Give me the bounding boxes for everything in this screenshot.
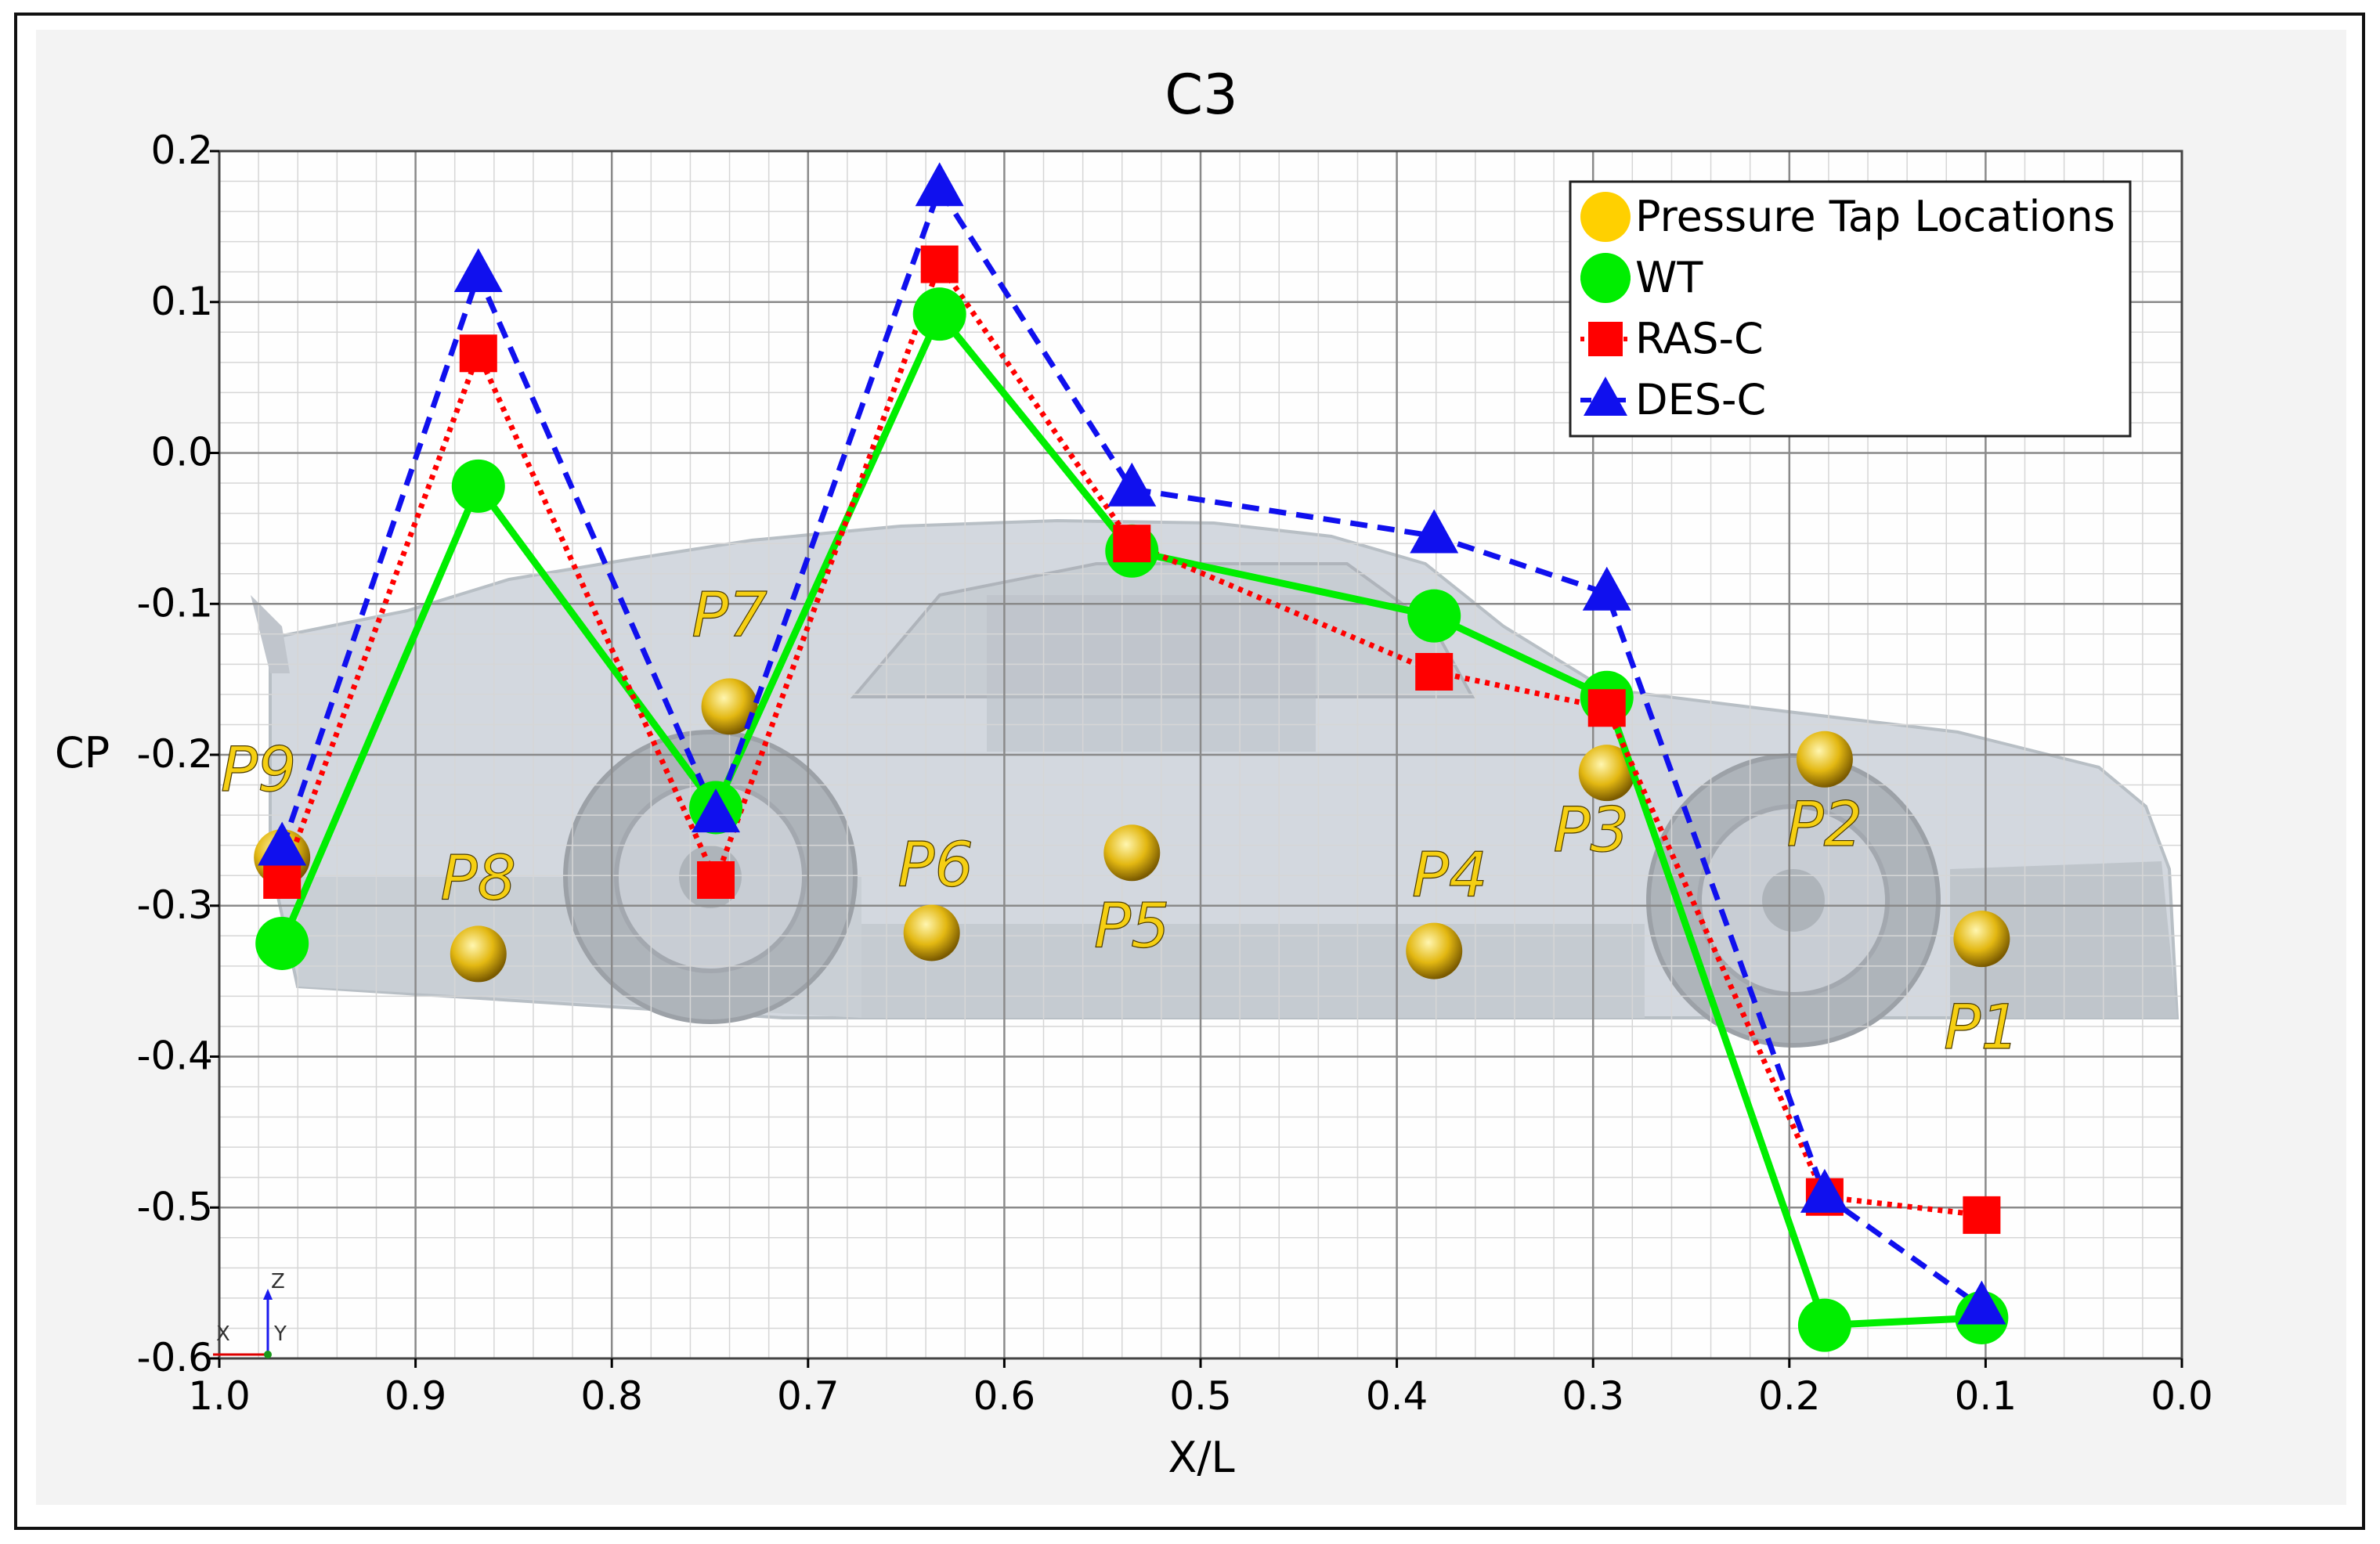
x-tick-label: 0.6 (973, 1373, 1036, 1419)
data-point-des-c (1957, 1280, 2006, 1325)
series-line-ras-c (279, 258, 1982, 1218)
y-tick-label: -0.2 (136, 731, 213, 777)
x-tick-label: 0.4 (1366, 1373, 1428, 1419)
y-tick-label: 0.0 (150, 430, 213, 475)
pressure-tap-label: P9 (221, 735, 297, 806)
y-tick-label: -0.6 (136, 1335, 213, 1380)
data-point-ras-c (459, 334, 497, 373)
triad-x-label: X (216, 1322, 230, 1346)
data-point-ras-c (920, 245, 959, 283)
x-tick-label: 0.0 (2151, 1373, 2213, 1419)
legend-label: DES-C (1635, 375, 1766, 424)
data-point-wt (255, 916, 309, 970)
y-tick-label: -0.5 (136, 1184, 213, 1229)
pressure-tap-label: P4 (1412, 841, 1488, 911)
data-series (255, 162, 2009, 1352)
data-point-ras-c (1587, 689, 1626, 727)
data-point-des-c (453, 248, 503, 293)
pressure-tap-marker (1103, 824, 1161, 882)
data-point-ras-c (263, 860, 302, 899)
data-point-ras-c (1113, 525, 1151, 563)
car-background-image (251, 518, 2180, 1048)
legend: Pressure Tap Locations WT RAS-C DES-C (1569, 180, 2132, 438)
x-tick-label: 0.9 (385, 1373, 447, 1419)
data-point-wt (451, 459, 505, 513)
x-tick-label: 0.5 (1169, 1373, 1232, 1419)
y-tick-label: 0.2 (150, 128, 213, 173)
data-point-des-c (1410, 509, 1459, 554)
x-tick-label: 0.7 (777, 1373, 840, 1419)
data-point-des-c (1582, 566, 1631, 611)
legend-marker (1580, 253, 1631, 303)
pressure-tap-marker (1796, 731, 1853, 788)
pressure-tap-label: P3 (1553, 795, 1629, 866)
pressure-tap-label: P7 (692, 580, 767, 651)
y-tick-label: 0.1 (150, 279, 213, 324)
y-tick-label: -0.3 (136, 882, 213, 928)
legend-label: Pressure Tap Locations (1635, 192, 2115, 241)
y-tick-label: -0.4 (136, 1034, 213, 1079)
data-point-wt (912, 287, 966, 341)
legend-box (1569, 180, 2132, 438)
data-point-des-c (915, 162, 964, 207)
pressure-tap-label: P1 (1944, 993, 2020, 1063)
pressure-tap-label: P2 (1787, 790, 1863, 860)
x-tick-label: 0.8 (580, 1373, 643, 1419)
chart-title: C3 (1165, 63, 1237, 127)
data-point-wt (1797, 1298, 1851, 1352)
pressure-tap-marker (450, 925, 507, 983)
legend-marker (1584, 377, 1627, 416)
pressure-tap-marker (1953, 911, 2010, 968)
legend-label: WT (1635, 253, 1703, 302)
pressure-tap-marker (701, 678, 758, 735)
legend-marker (1588, 322, 1623, 356)
pressure-tap-marker (903, 904, 960, 961)
x-tick-label: 0.1 (1955, 1373, 2017, 1419)
x-axis-ticks: 1.0 0.9 0.8 0.7 0.6 0.5 0.4 0.3 0.2 0.1 0.0 (188, 1358, 2213, 1419)
x-axis-title: X/L (1168, 1433, 1234, 1482)
data-point-des-c (1107, 462, 1157, 507)
pressure-tap-marker (1578, 745, 1635, 802)
series-line-des-c (279, 182, 1984, 1310)
legend-label: RAS-C (1635, 314, 1764, 363)
x-tick-label: 0.2 (1758, 1373, 1821, 1419)
data-point-des-c (1800, 1168, 1849, 1213)
data-point-wt (1407, 589, 1461, 643)
triad-y-label: Y (273, 1322, 287, 1346)
pressure-tap-marker (1406, 922, 1463, 979)
triad-z-label: Z (271, 1270, 285, 1293)
y-axis-title: CP (55, 728, 110, 777)
data-point-des-c (258, 821, 307, 866)
data-point-ras-c (1963, 1196, 2001, 1234)
orientation-triad: Z X Y (213, 1270, 287, 1358)
data-point-ras-c (697, 860, 735, 899)
y-tick-label: -0.1 (136, 580, 213, 626)
pressure-tap-label: P5 (1094, 891, 1170, 961)
pressure-tap-label: P6 (897, 830, 973, 900)
data-point-des-c (692, 788, 741, 833)
y-axis-ticks: 0.2 0.1 0.0 -0.1 -0.2 -0.3 -0.4 -0.5 -0.6 (136, 128, 219, 1380)
x-tick-label: 1.0 (188, 1373, 251, 1419)
x-tick-label: 0.3 (1562, 1373, 1624, 1419)
data-point-ras-c (1415, 652, 1454, 691)
pressure-tap-label: P8 (440, 843, 516, 914)
legend-marker (1580, 192, 1631, 242)
